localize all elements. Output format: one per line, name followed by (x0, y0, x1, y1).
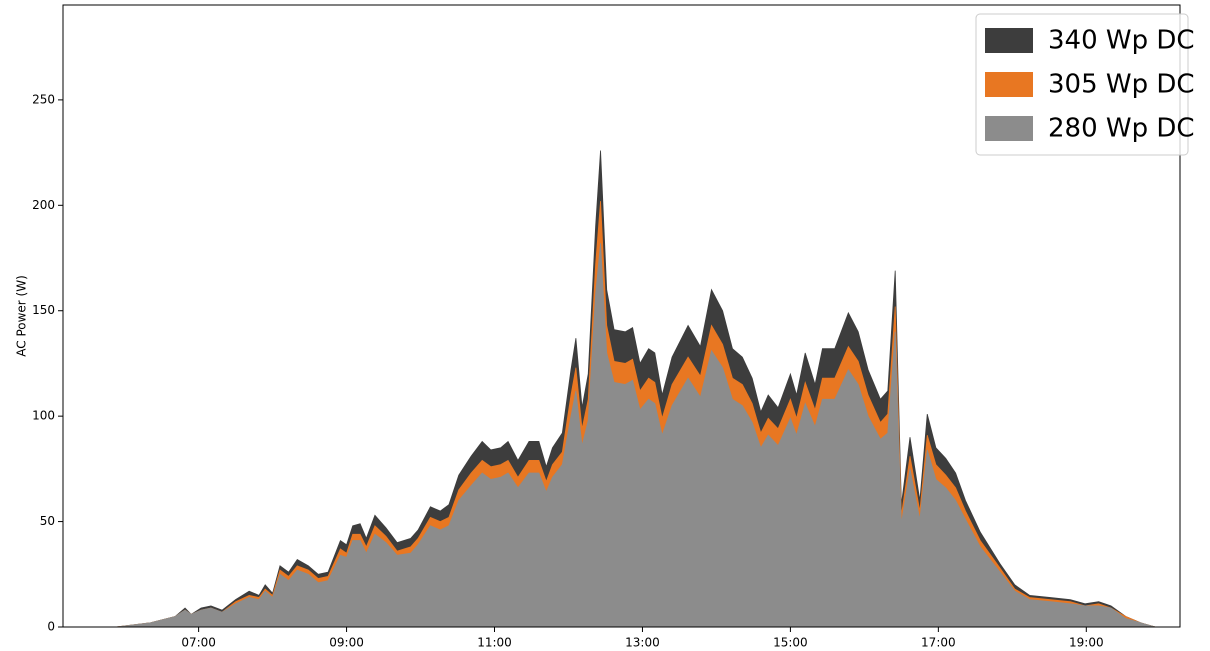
x-tick-label: 17:00 (921, 636, 956, 650)
x-tick-label: 19:00 (1069, 636, 1104, 650)
plot-frame (62, 4, 1181, 628)
y-tick-label: 0 (47, 620, 55, 634)
y-tick-label: 250 (32, 92, 55, 106)
legend-swatch (985, 28, 1033, 53)
legend-label: 305 Wp DC (1048, 70, 1195, 100)
y-tick-label: 200 (32, 198, 55, 212)
x-tick-label: 11:00 (477, 636, 512, 650)
x-tick-label: 09:00 (329, 636, 364, 650)
y-tick-label: 50 (40, 514, 55, 528)
y-axis-label: AC Power (W) (15, 275, 29, 357)
area (115, 243, 1156, 628)
x-tick-label: 15:00 (773, 636, 808, 650)
legend: 340 Wp DC 305 Wp DC 280 Wp DC (975, 13, 1195, 156)
y-tick-label: 150 (32, 303, 55, 317)
x-tick-label: 07:00 (181, 636, 216, 650)
legend-swatch (985, 72, 1033, 97)
y-tick-label: 100 (32, 409, 55, 423)
x-tick-label: 13:00 (625, 636, 660, 650)
legend-swatch (985, 116, 1033, 141)
legend-label: 340 Wp DC (1048, 26, 1195, 56)
legend-label: 280 Wp DC (1048, 114, 1195, 144)
